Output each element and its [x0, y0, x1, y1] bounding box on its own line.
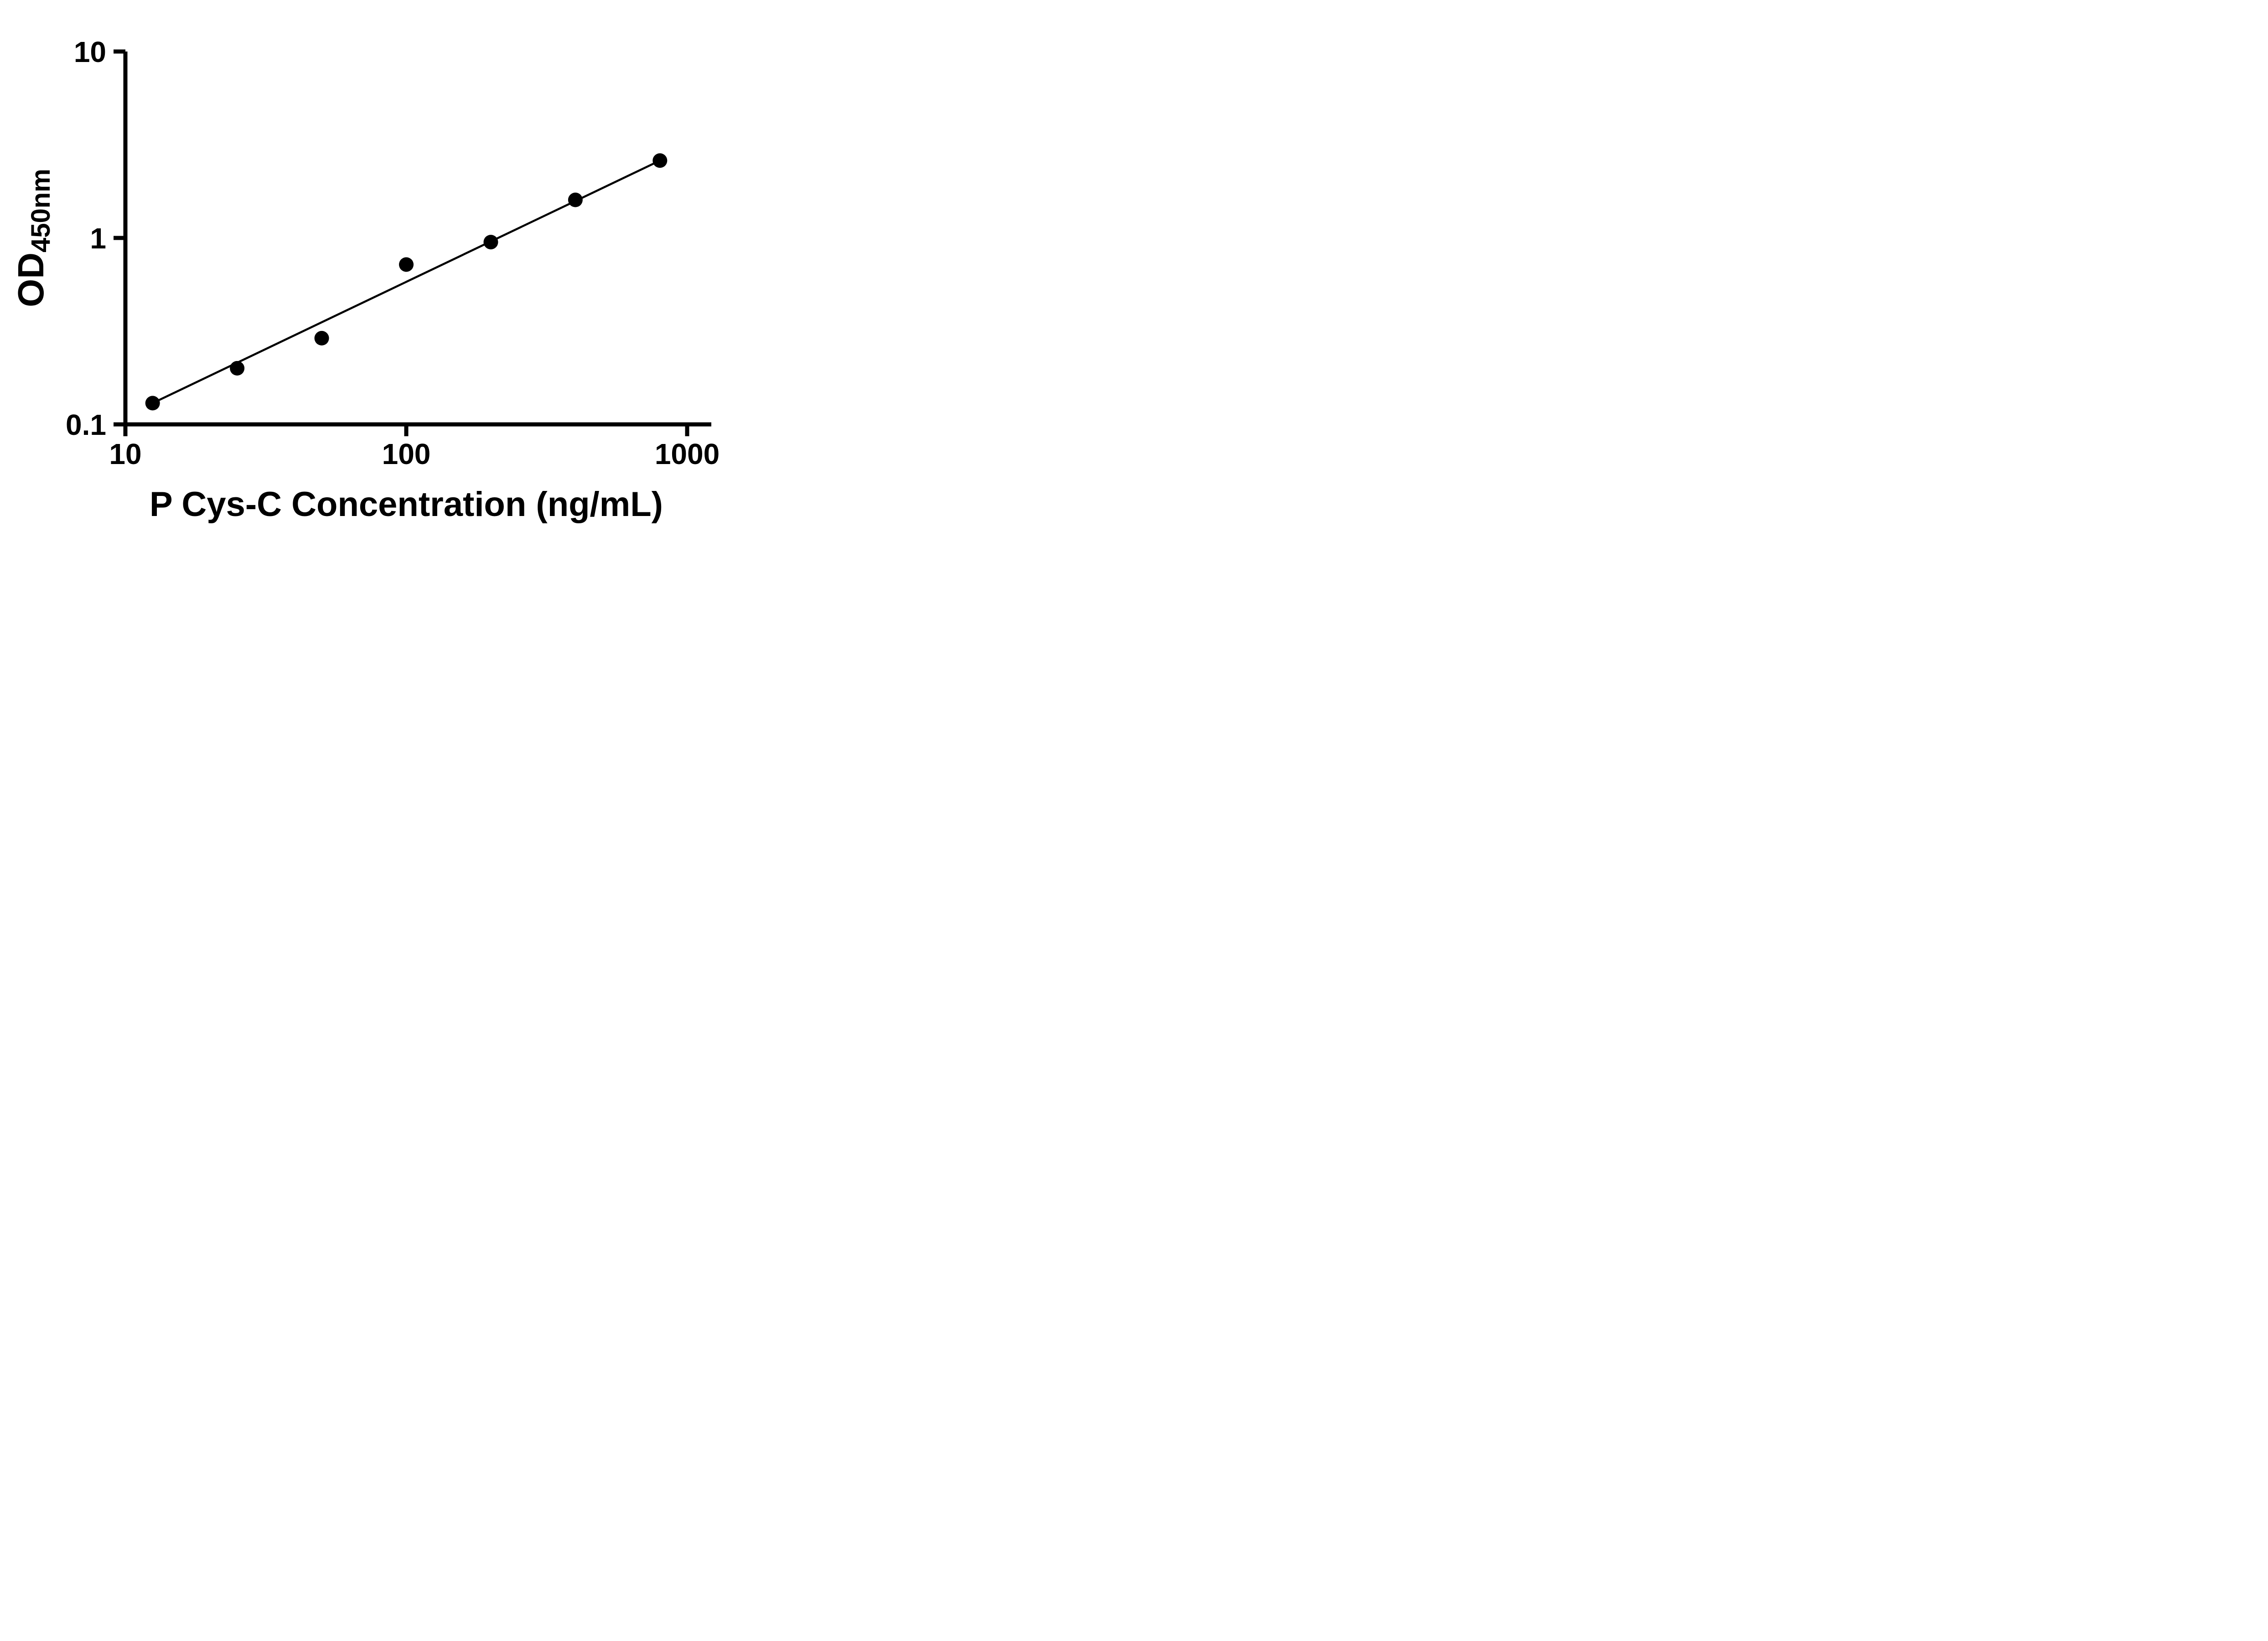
data-point [230, 361, 245, 376]
x-tick-label: 100 [382, 438, 431, 470]
figure-page: 10 1 0.1 10 100 1000 P Cys-C Concentration (ng… [0, 0, 756, 547]
y-axis-title: OD450nm [10, 169, 56, 307]
x-tick-label: 1000 [655, 438, 720, 470]
trend-line [152, 160, 661, 404]
y-tick-label: 10 [74, 36, 106, 68]
data-point [314, 330, 329, 346]
data-point [483, 235, 498, 250]
y-tick-label: 1 [90, 222, 106, 255]
data-point [652, 153, 668, 168]
data-point [145, 396, 160, 411]
x-tick-label: 10 [109, 438, 141, 470]
data-point [568, 192, 583, 207]
data-point [399, 257, 414, 272]
x-axis-title: P Cys-C Concentration (ng/mL) [150, 485, 663, 524]
y-tick-label: 0.1 [66, 408, 106, 441]
